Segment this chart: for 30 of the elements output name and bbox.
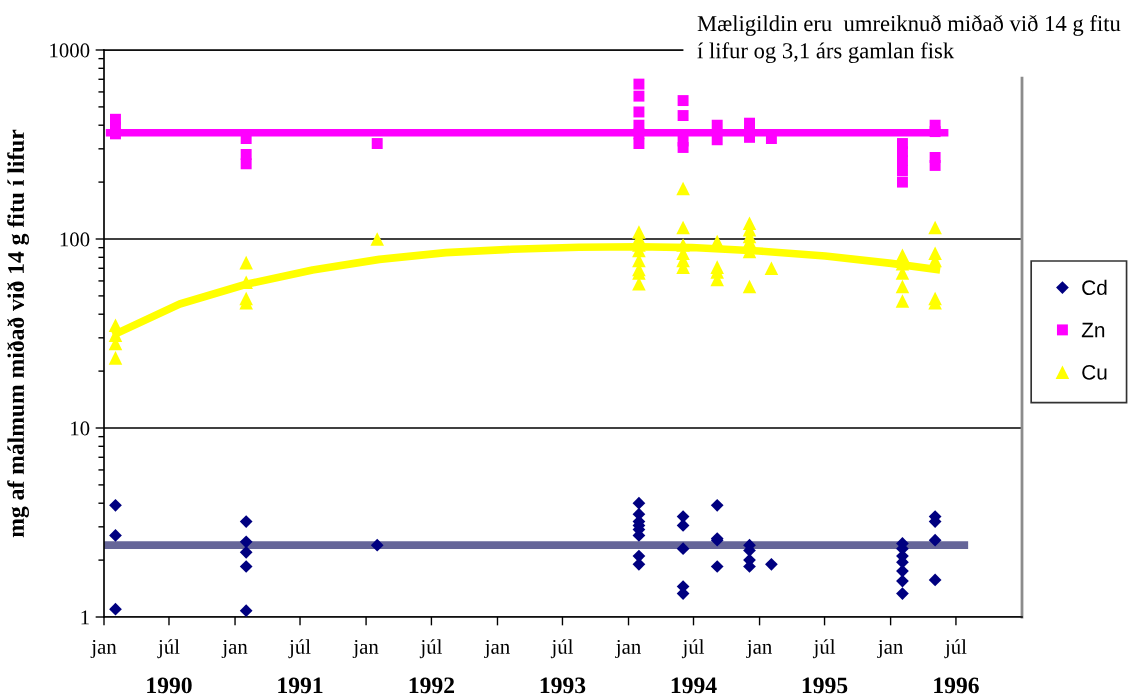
x-tick-label: júl [681, 639, 705, 659]
x-tick-label: jan [615, 639, 641, 659]
legend-label: Zn [1081, 322, 1105, 338]
legend-label: Cu [1082, 364, 1107, 380]
x-tick-label: júl [157, 639, 180, 659]
x-tick-label: júl [550, 639, 574, 659]
y-tick-label: 100 [60, 232, 90, 247]
x2-tick-label: 1993 [540, 677, 586, 694]
x-tick-label: júl [419, 639, 442, 659]
x2-tick-label: 1996 [934, 677, 979, 694]
x-tick-label: jan [221, 639, 248, 659]
x2-tick-label: 1992 [409, 677, 455, 694]
x-tick-label: jan [352, 639, 379, 659]
x-tick-label: júl [812, 639, 836, 659]
x2-tick-label: 1994 [671, 677, 717, 694]
x2-tick-label: 1995 [802, 677, 848, 694]
y-tick-label: 1 [81, 610, 89, 625]
x-tick-label: jan [877, 639, 904, 659]
y-axis-title: mg af málmum miðað við 14 g fitu í lifur [6, 129, 29, 538]
legend-label: Cd [1082, 279, 1107, 296]
x2-tick-label: 1991 [278, 677, 323, 694]
x-tick-label: jan [484, 639, 510, 659]
y-tick-label: 10 [71, 421, 90, 436]
x-tick-label: jan [90, 639, 117, 659]
x-tick-label: júl [944, 639, 967, 659]
y-tick-label: 1000 [50, 43, 90, 58]
annotation: Mæligildin eru umreiknuð miðað við 14 g fitu í lifur og 3,1 árs gamlan fisk [697, 15, 1121, 64]
x2-tick-label: 1990 [147, 677, 192, 694]
x-tick-label: jan [746, 639, 772, 659]
x-tick-label: júl [288, 639, 311, 659]
